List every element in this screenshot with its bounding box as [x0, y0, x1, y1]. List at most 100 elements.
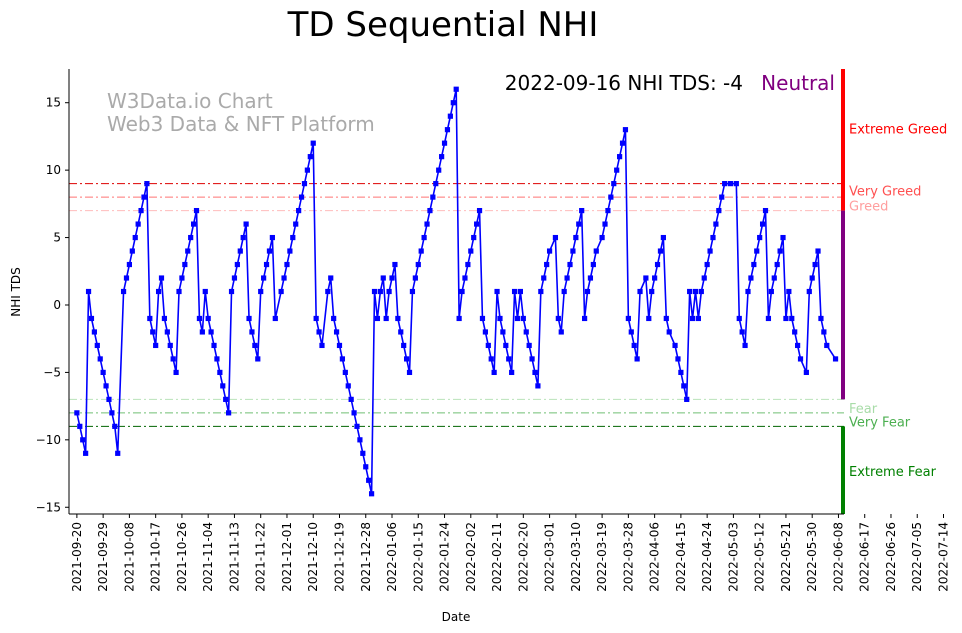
- data-point: [296, 207, 302, 214]
- data-point: [223, 396, 229, 402]
- data-point: [249, 329, 255, 335]
- data-point: [348, 396, 354, 402]
- data-point: [704, 261, 710, 268]
- data-point: [220, 383, 226, 389]
- data-point: [631, 342, 637, 349]
- data-point: [713, 221, 719, 227]
- x-tick-label: 2022-03-10: [569, 522, 583, 592]
- data-point: [678, 369, 684, 376]
- data-point: [529, 356, 535, 362]
- data-point: [546, 248, 553, 254]
- data-point: [395, 315, 401, 322]
- data-point: [179, 275, 185, 281]
- data-point: [733, 181, 739, 187]
- data-point: [739, 329, 745, 335]
- data-point: [325, 288, 331, 295]
- data-point: [333, 329, 340, 335]
- data-point: [345, 383, 351, 389]
- data-point: [371, 288, 378, 295]
- x-tick-label: 2022-07-14: [937, 522, 951, 592]
- data-point: [161, 315, 168, 322]
- data-point: [468, 248, 474, 254]
- data-point: [368, 491, 375, 497]
- data-point: [167, 342, 173, 349]
- data-point: [258, 288, 264, 295]
- data-point: [351, 410, 357, 416]
- data-point: [328, 275, 334, 281]
- data-point: [555, 315, 561, 322]
- data-point: [652, 275, 658, 281]
- data-point: [812, 261, 818, 268]
- data-point: [520, 315, 526, 322]
- data-point: [85, 288, 92, 295]
- data-point: [266, 248, 273, 254]
- data-point: [570, 248, 576, 254]
- data-point: [141, 194, 147, 200]
- data-point: [278, 288, 284, 295]
- data-point: [786, 288, 792, 295]
- data-point: [727, 181, 734, 187]
- data-point: [193, 207, 200, 214]
- x-tick-label: 2021-10-08: [122, 522, 136, 592]
- data-point: [672, 342, 678, 349]
- data-point: [832, 356, 839, 362]
- data-point: [453, 86, 459, 92]
- data-point: [751, 261, 757, 268]
- data-point: [783, 315, 789, 322]
- x-tick-label: 2022-02-20: [516, 522, 530, 592]
- x-tick-label: 2022-01-15: [411, 522, 425, 592]
- data-point: [147, 315, 153, 322]
- data-point: [587, 275, 594, 281]
- data-point: [771, 275, 777, 281]
- data-point: [675, 356, 681, 362]
- data-point: [809, 275, 815, 281]
- data-point: [182, 261, 188, 268]
- data-point: [430, 194, 436, 200]
- data-point: [611, 181, 617, 187]
- data-point: [579, 207, 585, 214]
- data-point: [228, 288, 235, 295]
- x-tick-label: 2021-12-10: [306, 522, 320, 592]
- data-point: [240, 234, 246, 241]
- x-tick-label: 2022-01-06: [385, 522, 399, 592]
- data-point: [599, 234, 605, 241]
- data-point: [707, 248, 713, 254]
- data-point: [666, 329, 672, 335]
- data-point: [170, 356, 176, 362]
- data-point: [444, 127, 451, 133]
- chart-title: TD Sequential NHI: [287, 5, 599, 45]
- data-point: [485, 342, 491, 349]
- data-point: [695, 315, 701, 322]
- data-point: [120, 288, 127, 295]
- x-tick-label: 2021-11-22: [254, 522, 268, 592]
- data-point: [701, 275, 707, 281]
- data-point: [158, 275, 165, 281]
- data-point: [646, 315, 652, 322]
- data-point: [129, 248, 135, 254]
- data-point: [774, 261, 780, 268]
- zone-label-very-greed: Very Greed: [849, 185, 921, 200]
- data-point: [100, 369, 106, 376]
- x-tick-label: 2022-02-11: [490, 522, 504, 592]
- data-point: [745, 288, 751, 295]
- data-point: [792, 329, 798, 335]
- data-point: [205, 315, 211, 322]
- data-point: [383, 315, 389, 322]
- x-tick-label: 2021-12-28: [359, 522, 373, 592]
- data-point: [689, 315, 696, 322]
- data-point: [479, 315, 486, 322]
- data-point: [363, 464, 369, 470]
- data-point: [331, 315, 337, 322]
- data-point: [176, 288, 182, 295]
- data-point: [573, 234, 579, 241]
- x-tick-label: 2021-10-17: [149, 522, 163, 592]
- data-point: [135, 221, 141, 227]
- series-layer: [74, 86, 839, 497]
- data-point: [298, 194, 305, 200]
- data-point: [544, 261, 550, 268]
- data-point: [742, 342, 748, 349]
- data-point: [506, 356, 512, 362]
- x-tick-label: 2021-09-29: [96, 522, 110, 592]
- data-point: [474, 221, 480, 227]
- data-point: [80, 437, 86, 443]
